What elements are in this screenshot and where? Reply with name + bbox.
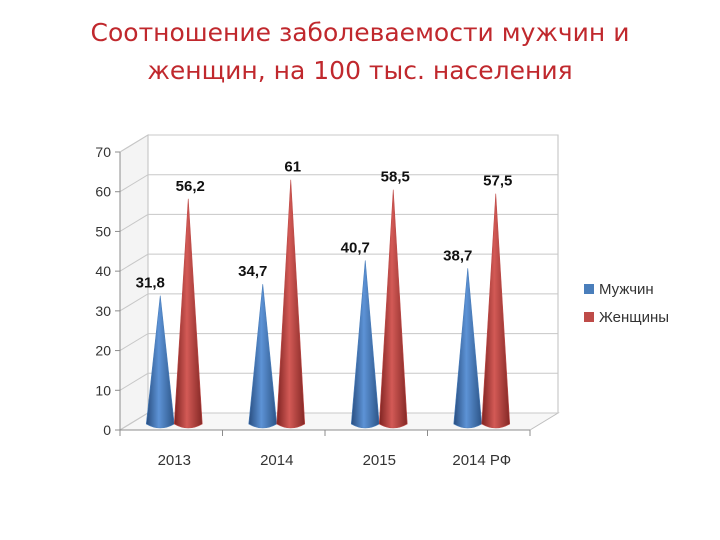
y-tick-label: 50 xyxy=(95,223,111,239)
y-tick-label: 20 xyxy=(95,343,111,359)
y-tick-label: 70 xyxy=(95,144,111,160)
cone-women xyxy=(173,198,203,429)
y-tick-label: 0 xyxy=(103,422,111,438)
cone-women xyxy=(481,193,511,429)
legend-swatch xyxy=(584,284,594,294)
gridline xyxy=(119,174,558,193)
legend-label: Мужчин xyxy=(599,281,654,298)
data-labels: 31,8 34,7 40,7 38,7 56,2 61 58,5 57,5 xyxy=(136,159,513,292)
gridline xyxy=(119,333,558,351)
gridline xyxy=(119,293,558,312)
legend-label: Женщины xyxy=(599,309,669,326)
x-tick-label: 2014 xyxy=(260,452,293,469)
x-tick-label: 2014 РФ xyxy=(452,452,511,469)
x-tick-label: 2015 xyxy=(363,452,396,469)
data-label: 57,5 xyxy=(483,173,512,190)
gridline xyxy=(119,372,558,391)
y-tick-label: 30 xyxy=(95,303,111,319)
cone-women xyxy=(378,189,408,429)
y-tick-label: 60 xyxy=(95,184,111,200)
data-label: 61 xyxy=(284,159,301,176)
data-label: 56,2 xyxy=(176,178,205,195)
data-label: 38,7 xyxy=(443,247,472,264)
gridline xyxy=(119,134,558,153)
gridline xyxy=(119,213,558,232)
y-axis: 0 10 20 30 40 50 60 70 xyxy=(95,144,121,438)
legend-swatch xyxy=(584,312,594,322)
x-axis: 2013 2014 2015 2014 РФ xyxy=(119,429,531,469)
data-label: 40,7 xyxy=(341,239,370,256)
data-label: 31,8 xyxy=(136,275,165,292)
legend: Мужчин Женщины xyxy=(584,281,669,326)
cones xyxy=(145,179,511,429)
title-line-1: Соотношение заболеваемости мужчин и xyxy=(90,18,630,47)
gridlines xyxy=(119,134,558,431)
cone-women xyxy=(276,179,306,429)
y-tick-label: 40 xyxy=(95,263,111,279)
slide-title: Соотношение заболеваемости мужчин и женщ… xyxy=(0,14,720,90)
gridline xyxy=(119,253,558,272)
data-label: 58,5 xyxy=(381,169,410,186)
data-label: 34,7 xyxy=(238,263,267,280)
x-tick-label: 2013 xyxy=(158,452,191,469)
title-line-2: женщин, на 100 тыс. населения xyxy=(147,56,573,85)
y-tick-label: 10 xyxy=(95,382,111,398)
